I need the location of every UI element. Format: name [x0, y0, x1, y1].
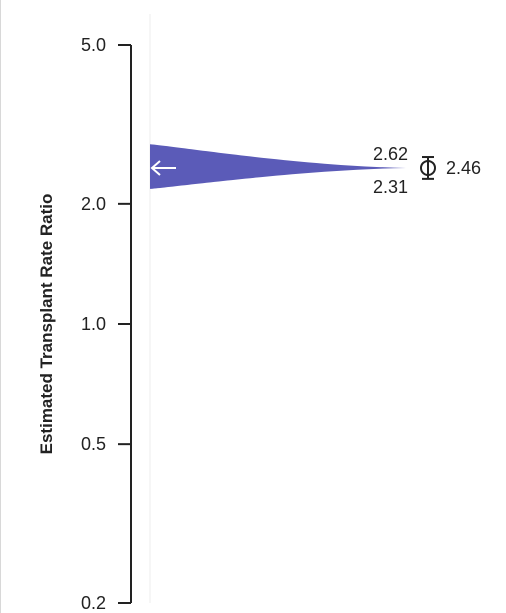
density-shape — [150, 144, 406, 189]
y-tick-label: 5.0 — [81, 35, 106, 55]
y-tick-label: 0.2 — [81, 593, 106, 613]
point-estimate-label: 2.46 — [446, 158, 481, 178]
y-tick-label: 0.5 — [81, 434, 106, 454]
mode-arrow-icon — [150, 160, 176, 176]
y-axis-label: Estimated Transplant Rate Ratio — [37, 194, 56, 455]
point-estimate-marker — [420, 159, 436, 176]
y-ticks: 5.0 2.0 1.0 0.5 0.2 — [81, 35, 131, 613]
lower-bound-label: 2.31 — [373, 177, 408, 197]
y-tick-label: 2.0 — [81, 194, 106, 214]
y-tick-label: 1.0 — [81, 314, 106, 334]
upper-bound-label: 2.62 — [373, 144, 408, 164]
left-border — [0, 0, 1, 613]
